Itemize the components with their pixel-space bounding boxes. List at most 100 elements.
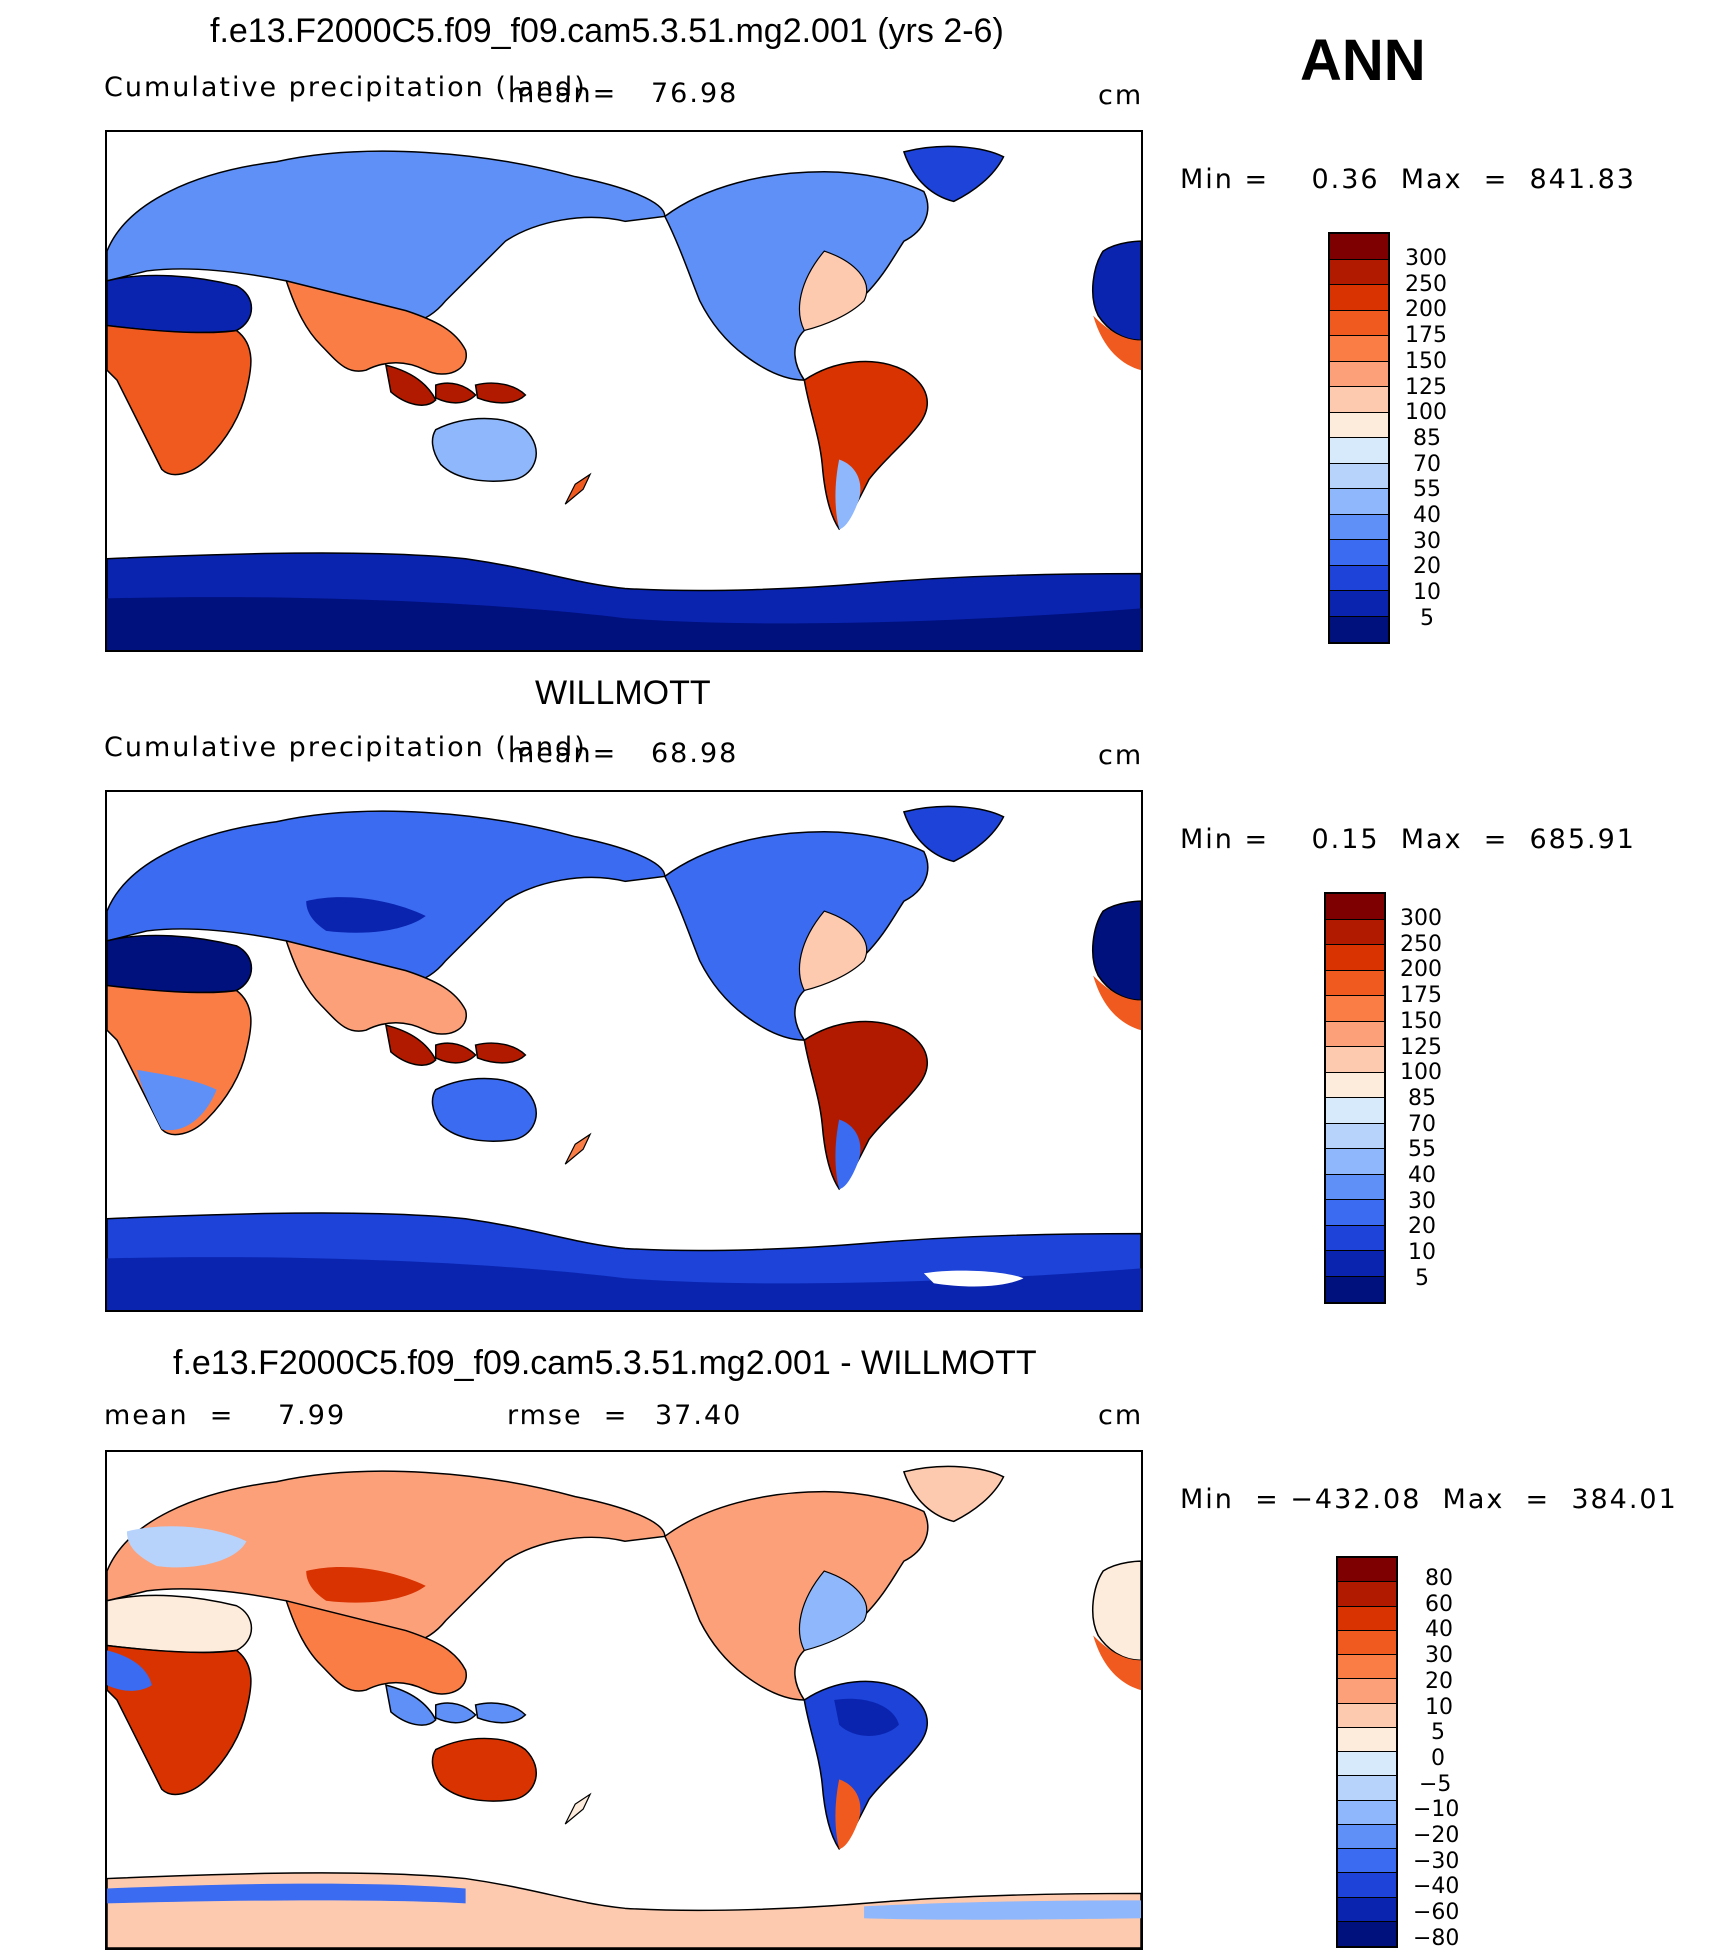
- colorbar-tick: 5: [1420, 605, 1434, 631]
- colorbar-tick: 200: [1400, 957, 1442, 983]
- north-america-southeast: [798, 1570, 868, 1652]
- south-america-south: [835, 1779, 861, 1849]
- colorbar-tick: 30: [1408, 1188, 1436, 1214]
- colorbar-swatch: [1326, 1149, 1384, 1175]
- south-america-landmass: [803, 360, 928, 531]
- colorbar-swatch: [1330, 259, 1388, 285]
- new-zealand: [564, 1132, 592, 1165]
- colorbar-swatch: [1326, 1174, 1384, 1200]
- colorbar-tick: 40: [1413, 503, 1441, 528]
- panel-diff-mean-label: mean =: [104, 1400, 235, 1431]
- colorbar-swatch: [1326, 1021, 1384, 1047]
- colorbar-tick: 30: [1413, 528, 1441, 554]
- colorbar-swatch: [1326, 1047, 1384, 1073]
- colorbar-swatch: [1330, 234, 1388, 260]
- africa-right-edge-south: [1093, 315, 1141, 371]
- colorbar-tick: 250: [1405, 271, 1447, 297]
- colorbar-swatch: [1338, 1897, 1396, 1922]
- panel-obs-units: cm: [1098, 740, 1144, 771]
- africa-right-edge-south: [1093, 1635, 1141, 1691]
- colorbar-swatch: [1338, 1776, 1396, 1801]
- colorbar-swatch: [1338, 1800, 1396, 1825]
- colorbar-tick: 100: [1405, 400, 1447, 426]
- australia-landmass: [431, 1737, 537, 1802]
- africa-right-edge-south: [1093, 975, 1141, 1031]
- new-zealand: [564, 1792, 592, 1825]
- new-zealand: [564, 472, 592, 505]
- panel-diff-rmse-value: 37.40: [655, 1400, 743, 1431]
- colorbar-swatch: [1338, 1824, 1396, 1849]
- africa-landmass: [107, 324, 252, 476]
- africa-right-edge: [1092, 1560, 1141, 1662]
- panel-obs-minmax: Min = 0.15 Max = 685.91: [1180, 824, 1636, 855]
- panel-model-mean-label: mean=: [508, 78, 618, 109]
- colorbar-swatch: [1338, 1921, 1396, 1946]
- panel-obs-map-svg: [107, 805, 1141, 1310]
- colorbar-tick: 175: [1400, 983, 1442, 1009]
- sahara-band: [107, 1594, 253, 1654]
- colorbar-tick: 125: [1405, 374, 1447, 400]
- colorbar-tick: 20: [1425, 1668, 1453, 1694]
- colorbar-tick: 5: [1431, 1720, 1445, 1746]
- colorbar-tick: 300: [1400, 906, 1442, 931]
- colorbar-swatch: [1326, 1098, 1384, 1124]
- colorbar-swatch: [1338, 1752, 1396, 1777]
- colorbar-tick: 70: [1413, 451, 1441, 477]
- colorbar-tick: 85: [1413, 425, 1441, 451]
- panel-diff-colorbar: [1336, 1556, 1398, 1948]
- panel-obs-subtitle: Cumulative precipitation (land): [104, 732, 587, 763]
- panel-diff-title: f.e13.F2000C5.f09_f09.cam5.3.51.mg2.001 …: [173, 1344, 1037, 1382]
- season-label: ANN: [1300, 28, 1426, 93]
- colorbar-swatch: [1326, 919, 1384, 945]
- colorbar-swatch: [1338, 1582, 1396, 1607]
- north-america-landmass: [663, 170, 929, 381]
- greenland-landmass: [902, 805, 1005, 863]
- colorbar-tick: 175: [1405, 323, 1447, 349]
- colorbar-swatch: [1326, 1276, 1384, 1302]
- colorbar-swatch: [1326, 1225, 1384, 1251]
- africa-west-dry: [107, 1650, 152, 1691]
- australia-landmass: [431, 1077, 537, 1142]
- colorbar-swatch: [1326, 1251, 1384, 1277]
- colorbar-swatch: [1330, 540, 1388, 566]
- colorbar-tick: 10: [1408, 1240, 1436, 1266]
- colorbar-tick: −30: [1413, 1848, 1460, 1874]
- colorbar-swatch: [1330, 387, 1388, 413]
- maritime-continent: [384, 1024, 527, 1066]
- panel-diff-minmax: Min = −432.08 Max = 384.01: [1180, 1484, 1678, 1515]
- colorbar-tick: 150: [1400, 1008, 1442, 1034]
- colorbar-swatch: [1338, 1873, 1396, 1898]
- colorbar-tick: 10: [1413, 580, 1441, 606]
- panel-obs-mean-value: 68.98: [651, 738, 739, 769]
- antarctica-interior: [107, 597, 1141, 650]
- panel-diff-rmse-label: rmse =: [507, 1400, 629, 1431]
- antarctica-east-blue: [864, 1900, 1141, 1920]
- colorbar-swatch: [1330, 616, 1388, 642]
- colorbar-swatch: [1330, 591, 1388, 617]
- colorbar-tick: 100: [1400, 1060, 1442, 1086]
- colorbar-swatch: [1326, 1123, 1384, 1149]
- colorbar-swatch: [1330, 489, 1388, 515]
- panel-model-colorbar: [1328, 232, 1390, 644]
- colorbar-tick: 40: [1425, 1617, 1453, 1643]
- colorbar-tick: 10: [1425, 1694, 1453, 1720]
- colorbar-swatch: [1326, 1072, 1384, 1098]
- sahara-band: [107, 934, 253, 994]
- panel-model-units: cm: [1098, 80, 1144, 111]
- antarctica-white-patch: [923, 1270, 1024, 1287]
- colorbar-swatch: [1326, 894, 1384, 920]
- colorbar-swatch: [1338, 1849, 1396, 1874]
- panel-obs-title: WILLMOTT: [535, 674, 711, 712]
- maritime-continent: [384, 1684, 527, 1726]
- panel-model-minmax: Min = 0.36 Max = 841.83: [1180, 164, 1636, 195]
- panel-diff-units: cm: [1098, 1400, 1144, 1431]
- colorbar-tick: 80: [1425, 1566, 1453, 1591]
- asia-south-landmass: [285, 939, 467, 1035]
- colorbar-swatch: [1338, 1727, 1396, 1752]
- colorbar-tick: 125: [1400, 1034, 1442, 1060]
- colorbar-tick: 60: [1425, 1591, 1453, 1617]
- greenland-landmass: [902, 145, 1005, 203]
- south-america-south: [835, 459, 861, 529]
- colorbar-tick: 85: [1408, 1085, 1436, 1111]
- africa-south-dry: [136, 1069, 217, 1131]
